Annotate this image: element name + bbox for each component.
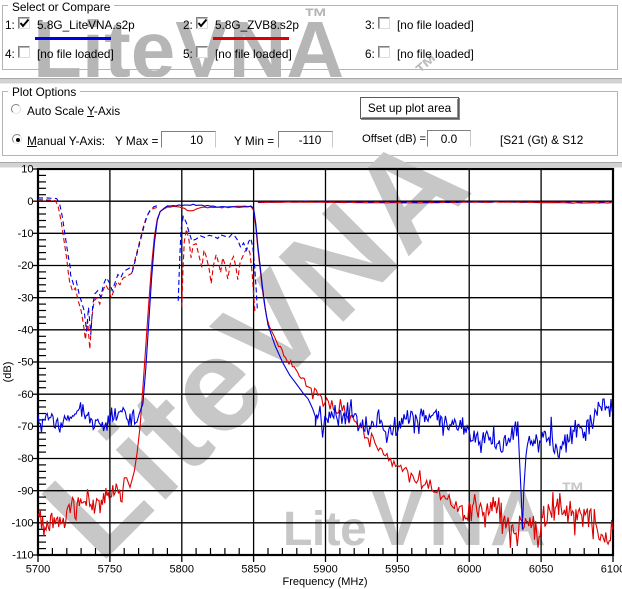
svg-text:(dB): (dB) [2,362,14,383]
svg-text:-10: -10 [18,228,34,240]
svg-text:Frequency (MHz): Frequency (MHz) [283,576,368,588]
svg-text:-110: -110 [12,550,33,562]
svg-text:5850: 5850 [241,564,265,576]
svg-text:5700: 5700 [26,564,50,576]
svg-text:10: 10 [21,164,33,176]
svg-text:-20: -20 [18,260,34,272]
svg-text:-80: -80 [18,453,34,465]
svg-text:5800: 5800 [170,564,194,576]
svg-text:-60: -60 [18,389,34,401]
svg-text:-70: -70 [18,421,34,433]
svg-text:5950: 5950 [385,564,409,576]
svg-text:-50: -50 [18,357,34,369]
svg-text:5900: 5900 [313,564,337,576]
svg-text:6050: 6050 [529,564,553,576]
svg-text:-30: -30 [18,292,34,304]
svg-text:6000: 6000 [457,564,481,576]
svg-text:-40: -40 [18,325,34,337]
svg-text:-100: -100 [11,518,33,530]
svg-text:-90: -90 [18,485,34,497]
svg-text:5750: 5750 [98,564,122,576]
svg-text:6100: 6100 [601,564,622,576]
svg-text:0: 0 [27,196,33,208]
